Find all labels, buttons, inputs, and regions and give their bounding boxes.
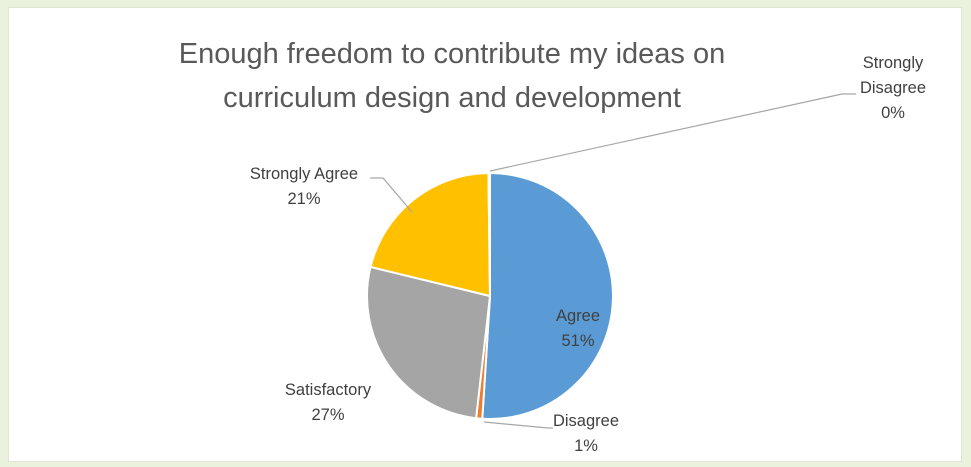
- data-label-disagree-category: Disagree: [553, 412, 619, 430]
- data-label-strongly-agree-percent: 21%: [287, 190, 320, 208]
- chart-title-line-2: curriculum design and development: [223, 82, 681, 114]
- leader-line-strongly-agree: [370, 177, 413, 213]
- data-label-strongly-agree-category: Strongly Agree: [250, 165, 358, 183]
- data-label-agree-percent: 51%: [561, 332, 594, 350]
- chart-title-line-1: Enough freedom to contribute my ideas on: [179, 38, 726, 70]
- data-label-satisfactory-category: Satisfactory: [285, 381, 372, 399]
- data-label-strongly-disagree-category: Strongly: [863, 54, 924, 72]
- data-label-strongly-disagree-category: Disagree: [860, 79, 926, 97]
- pie-slice-strongly-disagree: [487, 172, 491, 297]
- pie-slice-satisfactory: [366, 265, 491, 420]
- pie-slice-agree: [481, 172, 614, 420]
- data-label-satisfactory-percent: 27%: [311, 406, 344, 424]
- pie-slices: [366, 172, 614, 420]
- data-label-disagree-percent: 1%: [574, 437, 598, 455]
- data-label-strongly-disagree-percent: 0%: [881, 104, 905, 122]
- leader-lines: [370, 93, 856, 429]
- data-labels: Agree 51% Disagree 1% Satisfactory 27% Strongl…: [250, 54, 926, 455]
- leader-line-strongly-disagree: [489, 93, 856, 172]
- pie-slice-strongly-agree: [369, 172, 491, 297]
- leader-line-disagree: [483, 421, 553, 429]
- data-label-agree-category: Agree: [556, 307, 600, 325]
